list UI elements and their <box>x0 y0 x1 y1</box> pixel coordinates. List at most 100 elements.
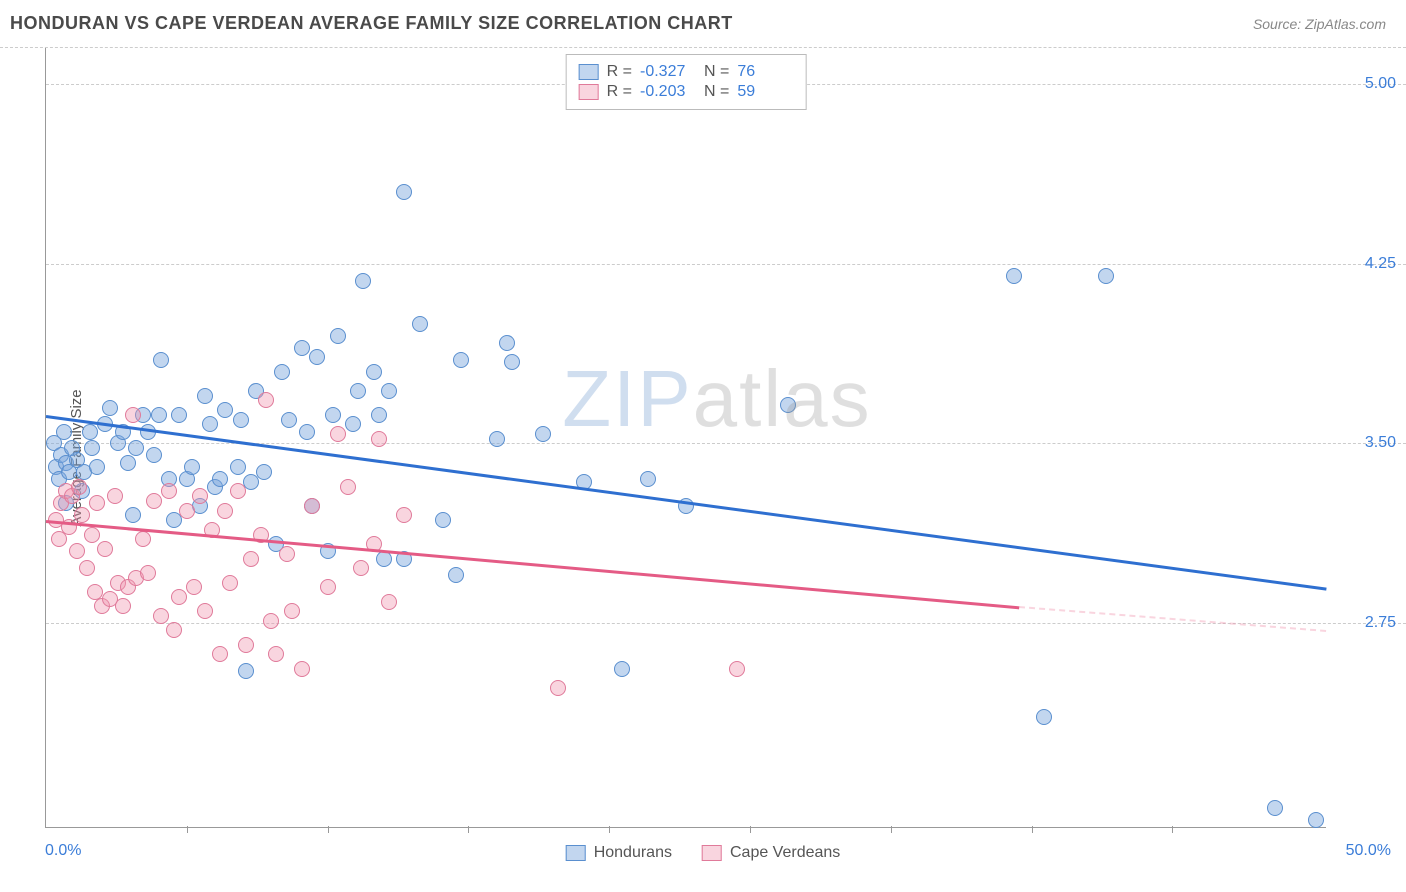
y-tick-label: 2.75 <box>1365 614 1396 632</box>
scatter-point <box>1267 800 1283 816</box>
scatter-point <box>614 661 630 677</box>
scatter-point <box>412 316 428 332</box>
x-tick <box>328 826 329 833</box>
scatter-point <box>79 560 95 576</box>
scatter-point <box>330 426 346 442</box>
scatter-point <box>197 603 213 619</box>
legend-n-label-0: N = <box>704 63 729 81</box>
scatter-point <box>263 613 279 629</box>
x-axis-min-label: 0.0% <box>45 842 81 860</box>
scatter-point <box>1308 812 1324 828</box>
scatter-point <box>381 594 397 610</box>
scatter-point <box>84 440 100 456</box>
scatter-point <box>146 493 162 509</box>
legend-n-value-0: 76 <box>737 63 793 81</box>
scatter-point <box>366 364 382 380</box>
scatter-point <box>1006 268 1022 284</box>
scatter-point <box>166 622 182 638</box>
scatter-point <box>186 579 202 595</box>
scatter-point <box>381 383 397 399</box>
scatter-point <box>233 412 249 428</box>
legend-r-value-1: -0.203 <box>640 83 696 101</box>
legend-swatch-0 <box>579 64 599 80</box>
scatter-point <box>345 416 361 432</box>
legend-stats: R = -0.327 N = 76 R = -0.203 N = 59 <box>566 54 807 110</box>
scatter-point <box>353 560 369 576</box>
scatter-point <box>84 527 100 543</box>
scatter-point <box>71 479 87 495</box>
x-tick <box>609 826 610 833</box>
scatter-point <box>153 352 169 368</box>
scatter-point <box>299 424 315 440</box>
scatter-point <box>151 407 167 423</box>
scatter-point <box>268 646 284 662</box>
scatter-point <box>135 531 151 547</box>
scatter-point <box>294 340 310 356</box>
scatter-point <box>340 479 356 495</box>
scatter-point <box>550 680 566 696</box>
scatter-point <box>489 431 505 447</box>
scatter-point <box>222 575 238 591</box>
gridline-h <box>46 264 1406 265</box>
scatter-point <box>396 184 412 200</box>
scatter-point <box>171 407 187 423</box>
scatter-point <box>320 579 336 595</box>
y-tick-label: 4.25 <box>1365 255 1396 273</box>
scatter-point <box>284 603 300 619</box>
legend-n-value-1: 59 <box>737 83 793 101</box>
scatter-point <box>230 459 246 475</box>
trend-line <box>46 415 1326 591</box>
plot-region: ZIPatlas R = -0.327 N = 76 R = -0.203 N … <box>45 48 1326 828</box>
scatter-point <box>1036 709 1052 725</box>
scatter-point <box>304 498 320 514</box>
legend-stats-row-0: R = -0.327 N = 76 <box>579 63 794 81</box>
legend-series-label-1: Cape Verdeans <box>730 844 840 862</box>
scatter-point <box>161 483 177 499</box>
scatter-point <box>238 637 254 653</box>
scatter-point <box>258 392 274 408</box>
scatter-point <box>780 397 796 413</box>
scatter-point <box>125 407 141 423</box>
legend-series-swatch-0 <box>566 845 586 861</box>
scatter-point <box>294 661 310 677</box>
scatter-point <box>107 488 123 504</box>
x-axis-max-label: 50.0% <box>1346 842 1391 860</box>
scatter-point <box>371 407 387 423</box>
legend-swatch-1 <box>579 84 599 100</box>
x-tick <box>1172 826 1173 833</box>
scatter-point <box>202 416 218 432</box>
scatter-point <box>82 424 98 440</box>
scatter-point <box>97 541 113 557</box>
x-tick <box>187 826 188 833</box>
y-tick-label: 3.50 <box>1365 434 1396 452</box>
scatter-point <box>279 546 295 562</box>
scatter-point <box>453 352 469 368</box>
scatter-point <box>184 459 200 475</box>
scatter-point <box>243 551 259 567</box>
legend-r-label-0: R = <box>607 63 632 81</box>
watermark-rest: atlas <box>693 354 872 443</box>
scatter-point <box>115 598 131 614</box>
scatter-point <box>153 608 169 624</box>
legend-series: Hondurans Cape Verdeans <box>566 844 841 862</box>
gridline-h <box>46 623 1406 624</box>
legend-r-label-1: R = <box>607 83 632 101</box>
scatter-point <box>230 483 246 499</box>
scatter-point <box>1098 268 1114 284</box>
legend-stats-row-1: R = -0.203 N = 59 <box>579 83 794 101</box>
scatter-point <box>179 503 195 519</box>
legend-series-swatch-1 <box>702 845 722 861</box>
scatter-point <box>125 507 141 523</box>
x-tick <box>750 826 751 833</box>
scatter-point <box>217 503 233 519</box>
scatter-point <box>212 471 228 487</box>
legend-series-item-0: Hondurans <box>566 844 672 862</box>
chart-title: HONDURAN VS CAPE VERDEAN AVERAGE FAMILY … <box>10 13 733 34</box>
scatter-point <box>640 471 656 487</box>
scatter-point <box>355 273 371 289</box>
scatter-point <box>102 400 118 416</box>
scatter-point <box>448 567 464 583</box>
scatter-point <box>371 431 387 447</box>
scatter-point <box>350 383 366 399</box>
x-tick <box>891 826 892 833</box>
